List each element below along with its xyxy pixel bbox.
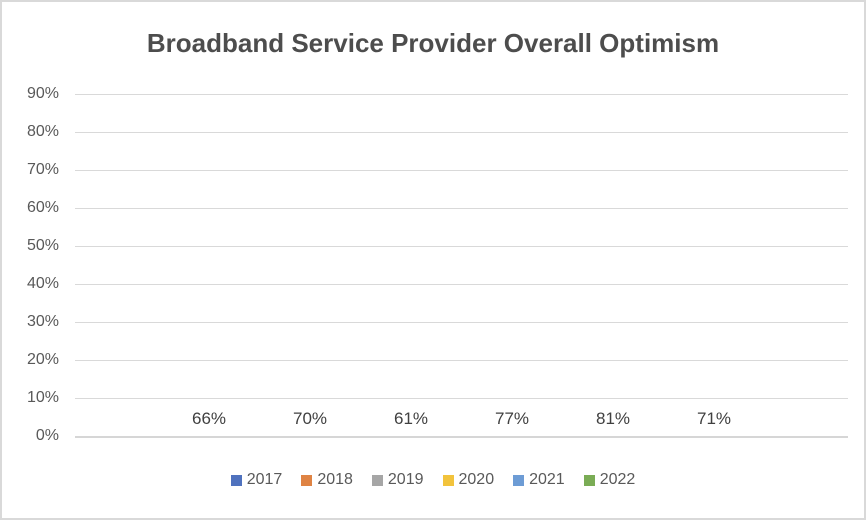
y-tick-label: 80% <box>26 122 59 140</box>
gridline <box>75 322 848 323</box>
legend-swatch-icon <box>230 474 242 486</box>
plot-area: 66% 70% 61% 77% 81% 71% <box>75 94 848 438</box>
legend-item-2018: 2018 <box>301 471 353 489</box>
chart-title: Broadband Service Provider Overall Optim… <box>146 28 720 58</box>
bar-data-label: 77% <box>494 409 530 428</box>
bar-data-label: 61% <box>393 409 429 428</box>
y-tick-label: 60% <box>26 199 59 216</box>
y-tick-label: 30% <box>26 313 59 330</box>
legend-item-2022: 2022 <box>583 471 636 489</box>
y-tick-label: 50% <box>26 236 59 254</box>
y-tick-label: 0% <box>35 427 59 444</box>
gridline <box>75 94 848 95</box>
x-axis-baseline <box>75 436 848 438</box>
gridline <box>75 284 848 285</box>
y-tick-label: 70% <box>26 160 59 178</box>
legend-item-2020: 2020 <box>442 471 495 489</box>
legend-label: 2017 <box>246 471 283 488</box>
bar-group: 66% 70% 61% 77% 81% 71% <box>75 94 848 436</box>
bar-data-label: 66% <box>191 409 227 428</box>
legend: 2017 2018 2019 2020 2021 2022 <box>2 471 864 489</box>
legend-label: 2020 <box>458 471 495 488</box>
legend-swatch-icon <box>371 474 383 486</box>
legend-item-2021: 2021 <box>513 471 565 489</box>
legend-swatch-icon <box>513 474 525 486</box>
legend-swatch-icon <box>301 474 313 486</box>
legend-item-2019: 2019 <box>371 471 424 489</box>
legend-label: 2019 <box>387 471 424 488</box>
legend-swatch-icon <box>442 474 454 486</box>
bar-data-label: 71% <box>696 409 732 428</box>
legend-label: 2021 <box>529 471 565 488</box>
gridline <box>75 360 848 361</box>
y-tick-label: 20% <box>26 351 59 368</box>
legend-swatch-icon <box>583 474 595 486</box>
bar-data-label: 70% <box>292 409 328 428</box>
gridline <box>75 169 848 171</box>
bar-data-label: 81% <box>595 409 631 428</box>
gridline <box>75 397 848 399</box>
legend-label: 2022 <box>599 471 636 488</box>
gridline <box>75 131 848 133</box>
y-tick-label: 40% <box>26 275 59 292</box>
gridline <box>75 208 848 209</box>
y-tick-label: 10% <box>26 388 59 406</box>
y-axis-tick-labels: 90% 80% 70% 60% 50% 40% 30% 20% 10% 0% <box>2 85 59 444</box>
y-tick-label: 90% <box>26 85 59 102</box>
gridline <box>75 245 848 247</box>
legend-item-2017: 2017 <box>230 471 283 489</box>
legend-label: 2018 <box>317 471 353 488</box>
